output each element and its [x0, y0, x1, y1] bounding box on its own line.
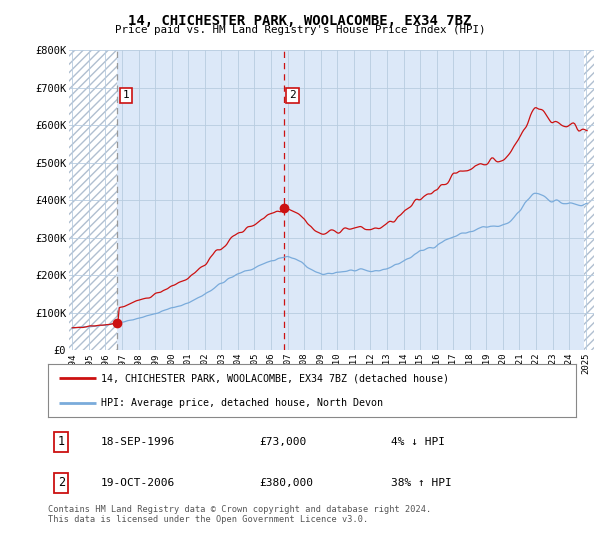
- Bar: [69, 50, 118, 350]
- Text: 4% ↓ HPI: 4% ↓ HPI: [391, 437, 445, 447]
- Text: Contains HM Land Registry data © Crown copyright and database right 2024.
This d: Contains HM Land Registry data © Crown c…: [48, 505, 431, 524]
- Bar: [584, 50, 594, 350]
- Text: 38% ↑ HPI: 38% ↑ HPI: [391, 478, 452, 488]
- Text: 1: 1: [58, 435, 65, 449]
- Text: HPI: Average price, detached house, North Devon: HPI: Average price, detached house, Nort…: [101, 398, 383, 408]
- Text: 2: 2: [58, 476, 65, 489]
- Text: £380,000: £380,000: [259, 478, 313, 488]
- Text: 1: 1: [122, 90, 129, 100]
- Text: 14, CHICHESTER PARK, WOOLACOMBE, EX34 7BZ: 14, CHICHESTER PARK, WOOLACOMBE, EX34 7B…: [128, 14, 472, 28]
- Text: £73,000: £73,000: [259, 437, 307, 447]
- Text: 19-OCT-2006: 19-OCT-2006: [101, 478, 175, 488]
- Text: 2: 2: [289, 90, 296, 100]
- Text: 14, CHICHESTER PARK, WOOLACOMBE, EX34 7BZ (detached house): 14, CHICHESTER PARK, WOOLACOMBE, EX34 7B…: [101, 374, 449, 384]
- Text: Price paid vs. HM Land Registry's House Price Index (HPI): Price paid vs. HM Land Registry's House …: [115, 25, 485, 35]
- Text: 18-SEP-1996: 18-SEP-1996: [101, 437, 175, 447]
